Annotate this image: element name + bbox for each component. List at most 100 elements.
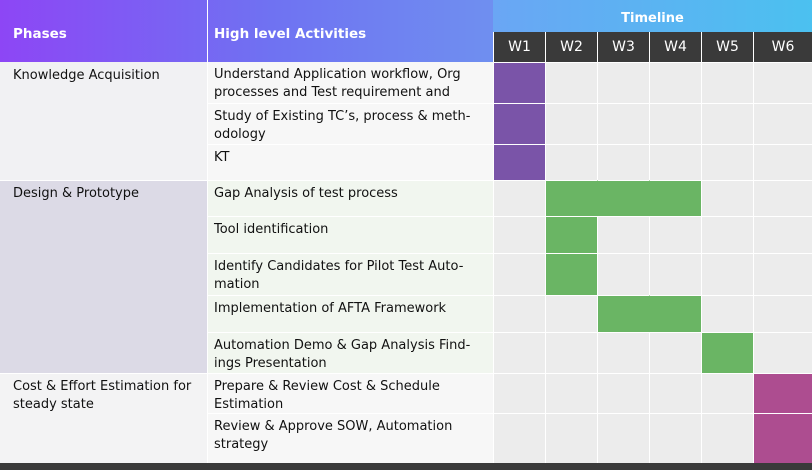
week-header-w3: W3: [597, 32, 649, 62]
gantt-empty-cell: [649, 373, 701, 413]
gantt-empty-cell: [701, 103, 753, 144]
gantt-empty-cell: [493, 373, 545, 413]
gantt-bar-cell: [753, 373, 812, 413]
phase-label: Cost & Effort Estimation for steady stat…: [13, 379, 192, 412]
activity-text-line: Automation Demo & Gap Analysis Find-: [214, 338, 471, 353]
gantt-empty-cell: [753, 103, 812, 144]
activity-text-line: strategy: [214, 437, 269, 452]
gantt-empty-cell: [493, 216, 545, 253]
table-footer-bar: [0, 463, 812, 470]
activity-text-line: Study of Existing TC’s, process & meth-: [214, 109, 471, 124]
gantt-empty-cell: [753, 332, 812, 373]
activity-cell: Implementation of AFTA Framework: [207, 295, 493, 332]
gantt-empty-cell: [701, 373, 753, 413]
gantt-empty-cell: [753, 144, 812, 180]
gantt-bar-cell: [649, 180, 701, 216]
gantt-empty-cell: [649, 62, 701, 103]
activity-text-line: Estimation: [214, 397, 284, 412]
gantt-empty-cell: [649, 332, 701, 373]
gantt-bar-cell: [493, 62, 545, 103]
gantt-empty-cell: [545, 103, 597, 144]
activity-text-line: odology: [214, 127, 266, 142]
activity-cell: Gap Analysis of test process: [207, 180, 493, 216]
activity-cell: KT: [207, 144, 493, 180]
phases-header: Phases: [13, 26, 67, 42]
activity-text-line: KT: [214, 150, 230, 165]
gantt-empty-cell: [701, 62, 753, 103]
gantt-empty-cell: [545, 144, 597, 180]
gantt-empty-cell: [701, 413, 753, 463]
activity-text-line: Review & Approve SOW, Automation: [214, 419, 453, 434]
gantt-bar-cell: [597, 180, 649, 216]
gantt-empty-cell: [545, 373, 597, 413]
activity-text-line: ings Presentation: [214, 356, 327, 371]
activity-text-line: Implementation of AFTA Framework: [214, 301, 447, 316]
activity-cell: Prepare & Review Cost & Schedule Estimati…: [207, 373, 493, 413]
activity-text-line: Gap Analysis of test process: [214, 186, 398, 201]
gantt-empty-cell: [597, 332, 649, 373]
gantt-empty-cell: [753, 216, 812, 253]
gantt-empty-cell: [545, 62, 597, 103]
activity-cell: Study of Existing TC’s, process & meth-o…: [207, 103, 493, 144]
activities-header: High level Activities: [214, 26, 367, 42]
week-header-w4: W4: [649, 32, 701, 62]
gantt-bar-cell: [545, 180, 597, 216]
activity-cell: Understand Application workflow, Org proc…: [207, 62, 493, 103]
week-header-w2: W2: [545, 32, 597, 62]
gantt-empty-cell: [597, 62, 649, 103]
gantt-bar-cell: [649, 295, 701, 332]
activity-cell: Identify Candidates for Pilot Test Auto-…: [207, 253, 493, 295]
gantt-empty-cell: [597, 373, 649, 413]
phase-cell: Knowledge Acquisition: [0, 62, 207, 180]
week-header-w1: W1: [493, 32, 545, 62]
activity-text-line: processes and Test requirement and: [214, 85, 450, 100]
gantt-empty-cell: [545, 295, 597, 332]
gantt-empty-cell: [701, 295, 753, 332]
gantt-empty-cell: [597, 216, 649, 253]
gantt-bar-cell: [545, 216, 597, 253]
gantt-bar-cell: [753, 413, 812, 463]
gantt-empty-cell: [753, 62, 812, 103]
activity-text-line: Prepare & Review Cost & Schedule: [214, 379, 440, 394]
gantt-bar-cell: [545, 253, 597, 295]
phase-label: Knowledge Acquisition: [13, 68, 160, 83]
gantt-bar-cell: [493, 144, 545, 180]
gantt-empty-cell: [545, 332, 597, 373]
gantt-empty-cell: [493, 295, 545, 332]
activity-text-line: Tool identification: [214, 222, 329, 237]
gantt-empty-cell: [597, 253, 649, 295]
gantt-empty-cell: [649, 144, 701, 180]
activity-text-line: Identify Candidates for Pilot Test Auto-: [214, 259, 464, 274]
gantt-empty-cell: [753, 180, 812, 216]
phase-label: Design & Prototype: [13, 186, 140, 201]
gantt-empty-cell: [649, 216, 701, 253]
gantt-empty-cell: [701, 180, 753, 216]
activity-cell: Review & Approve SOW, Automation strategy: [207, 413, 493, 463]
phase-cell: Cost & Effort Estimation for steady stat…: [0, 373, 207, 463]
activity-text-line: mation: [214, 277, 260, 292]
gantt-empty-cell: [649, 253, 701, 295]
timeline-header: Timeline: [493, 0, 812, 32]
gantt-empty-cell: [597, 103, 649, 144]
gantt-empty-cell: [597, 413, 649, 463]
gantt-empty-cell: [701, 253, 753, 295]
gantt-empty-cell: [701, 144, 753, 180]
gantt-empty-cell: [493, 332, 545, 373]
header-bar: [0, 0, 493, 62]
header-divider: [207, 0, 208, 62]
gantt-empty-cell: [649, 413, 701, 463]
week-header-w6: W6: [753, 32, 812, 62]
gantt-empty-cell: [597, 144, 649, 180]
activity-text-line: Understand Application workflow, Org: [214, 67, 461, 82]
gantt-empty-cell: [701, 216, 753, 253]
phase-cell: Design & Prototype: [0, 180, 207, 373]
gantt-empty-cell: [649, 103, 701, 144]
gantt-empty-cell: [493, 180, 545, 216]
gantt-empty-cell: [545, 413, 597, 463]
gantt-empty-cell: [493, 253, 545, 295]
gantt-empty-cell: [753, 295, 812, 332]
gantt-empty-cell: [493, 413, 545, 463]
gantt-bar-cell: [493, 103, 545, 144]
gantt-bar-cell: [597, 295, 649, 332]
